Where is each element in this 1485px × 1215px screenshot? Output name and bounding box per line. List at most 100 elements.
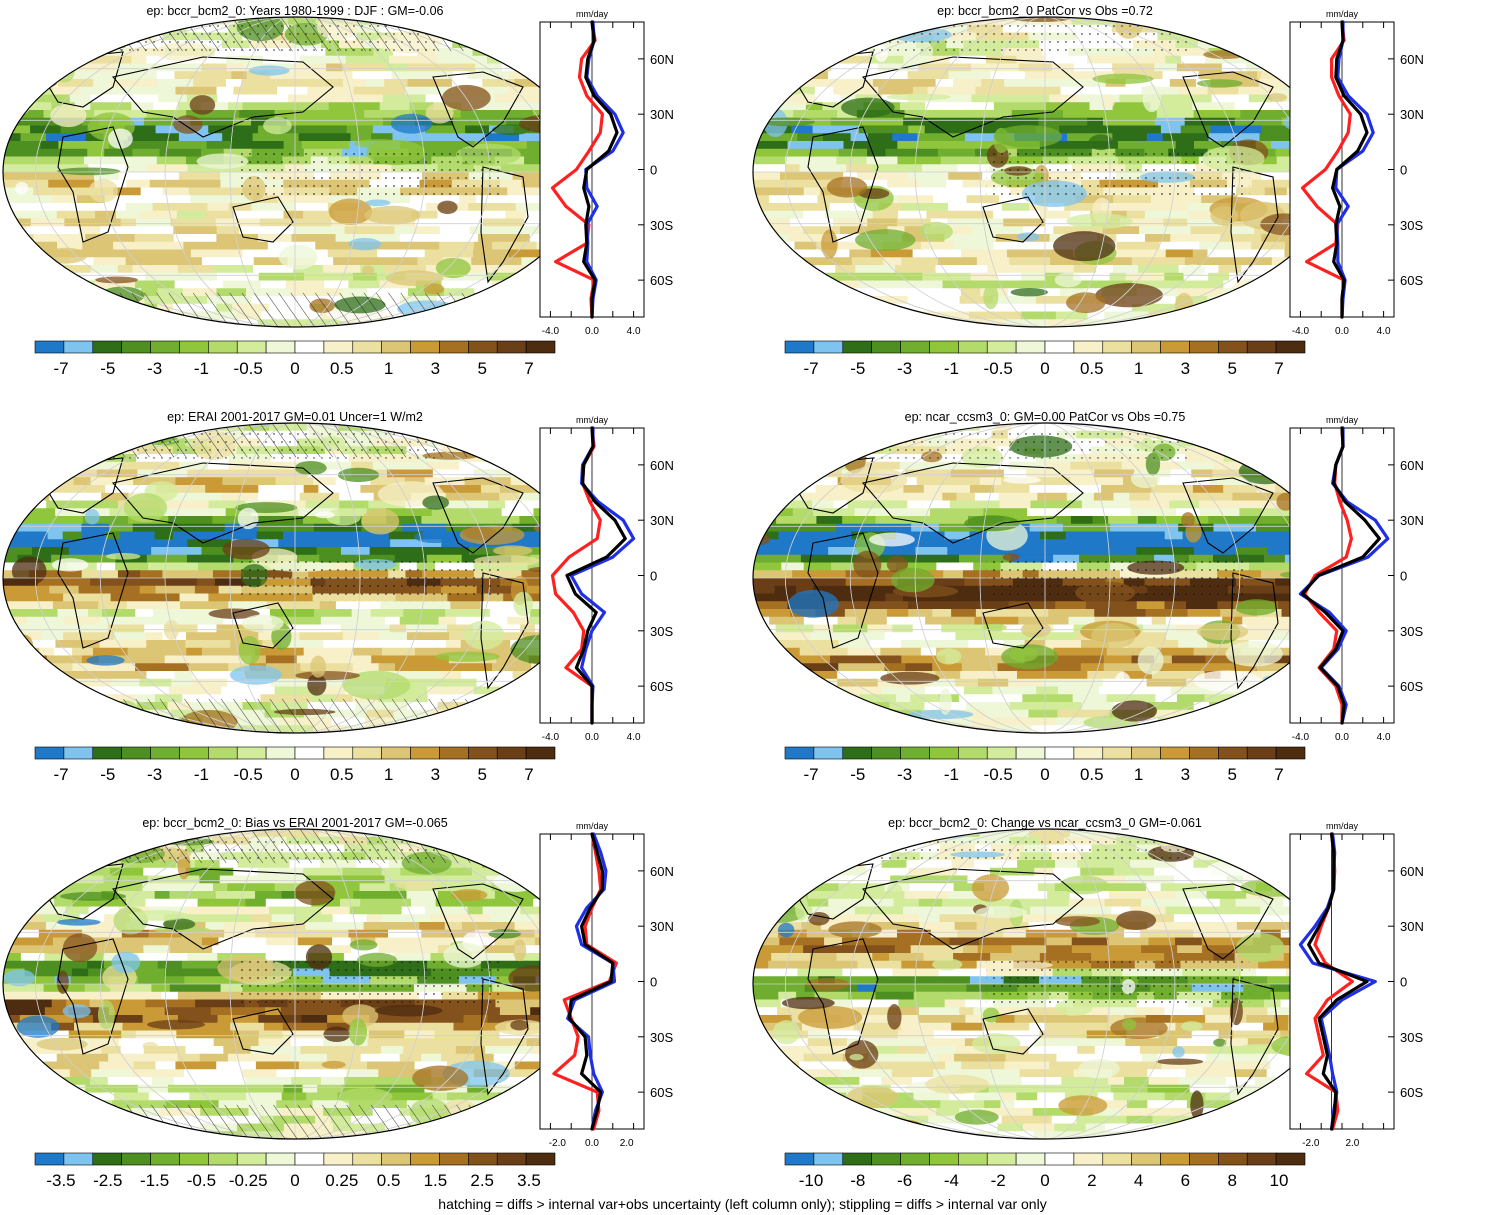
field-cell [1162,71,1200,80]
field-cell [936,1108,960,1117]
field-cell [332,914,367,923]
field-cell [150,319,199,327]
field-cell [271,616,322,625]
field-cell [852,1007,889,1016]
field-cell [88,709,118,718]
field-cell [321,906,351,915]
field-cell [1235,187,1266,196]
coastline [232,1008,294,1055]
field-cell [3,678,30,687]
field-cell [1092,1108,1121,1117]
field-cell [1233,1030,1281,1039]
field-cell [993,241,1031,250]
field-cell [917,133,966,142]
field-cell [143,117,175,126]
field-cell [72,663,102,672]
field-cell [828,1115,881,1124]
field-cell [1075,725,1112,733]
field-cell [944,999,966,1008]
field-cell [258,1030,284,1039]
field-cell [801,1100,827,1109]
field-cell [186,554,234,563]
field-cell [753,311,781,320]
field-cell [975,86,1010,95]
field-cell [80,86,126,95]
field-cell [46,829,65,838]
field-cell [407,79,453,88]
colorbar-swatch [236,1152,267,1166]
colorbar-swatch [468,1152,498,1166]
field-cell [315,1007,333,1016]
field-cell [26,226,80,235]
field-cell [393,953,431,962]
field-cell [137,469,188,478]
field-cell [1205,725,1255,733]
field-cell [836,523,875,532]
field-cell [970,63,1020,72]
field-cell [119,172,164,181]
field-cell [770,257,804,266]
field-cell [56,1092,74,1101]
field-cell [163,508,189,517]
field-cell [451,79,483,88]
field-blob [1066,213,1133,229]
field-cell [1169,500,1200,509]
field-cell [455,1046,486,1055]
field-cell [874,523,912,532]
field-cell [1106,647,1161,656]
field-cell [784,671,802,680]
field-cell [100,663,136,672]
lat-tick-label: 30S [1400,218,1423,233]
field-cell [265,898,312,907]
profile-line-red [1300,20,1352,319]
field-cell [155,257,203,266]
field-cell [950,461,988,470]
field-cell [54,898,73,907]
field-cell [478,234,531,243]
field-blob [111,951,141,974]
colorbar-swatch [34,746,65,760]
field-cell [918,914,940,923]
field-cell [953,102,995,111]
field-cell [165,1100,219,1109]
field-cell [233,1038,259,1047]
field-cell [55,1061,79,1070]
field-cell [1148,1077,1180,1086]
colorbar-swatch [468,746,498,760]
field-cell [218,937,267,946]
field-cell [834,430,857,439]
field-cell [515,423,538,432]
field-cell [791,1115,830,1124]
field-cell [84,1123,123,1132]
field-blob [964,515,1020,532]
field-cell [475,311,521,320]
field-cell [1267,976,1311,985]
field-cell [1180,446,1234,455]
field-cell [431,508,477,517]
field-cell [209,914,252,923]
field-cell [334,117,384,126]
field-cell [753,280,790,289]
field-cell [257,249,291,258]
field-cell [897,1046,927,1055]
field-blob [493,545,533,556]
field-cell [776,500,813,509]
field-cell [378,1069,432,1078]
field-cell [71,852,100,861]
field-cell [776,516,817,525]
field-cell [1248,640,1303,649]
field-cell [44,319,70,327]
field-cell [441,280,493,289]
field-cell [778,531,828,540]
field-cell [223,922,270,931]
field-cell [268,469,309,478]
field-cell [907,172,949,181]
field-cell [992,922,1029,931]
field-cell [753,500,777,509]
field-cell [975,148,998,157]
field-cell [39,539,71,548]
field-cell [753,671,786,680]
field-cell [1039,953,1092,962]
x-tick-label: 0.0 [585,326,599,337]
field-cell [1015,117,1040,126]
